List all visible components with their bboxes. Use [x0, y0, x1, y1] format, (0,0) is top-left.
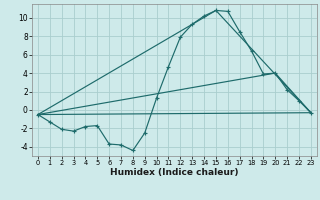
X-axis label: Humidex (Indice chaleur): Humidex (Indice chaleur) [110, 168, 239, 177]
